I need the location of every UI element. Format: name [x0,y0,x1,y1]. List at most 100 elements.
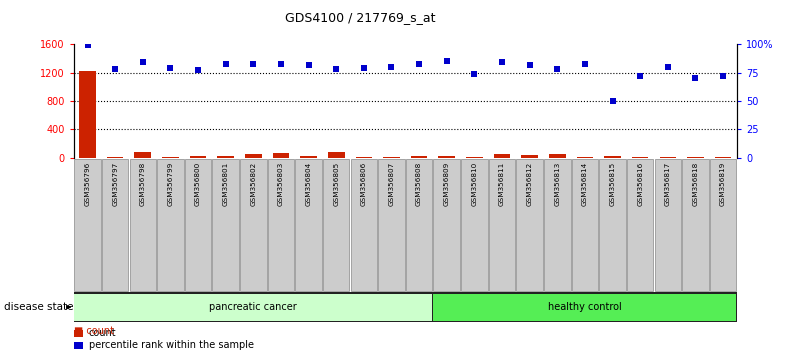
FancyBboxPatch shape [517,159,543,291]
Bar [74,342,83,349]
Text: GSM356818: GSM356818 [693,161,698,206]
FancyBboxPatch shape [627,159,654,291]
Bar [521,155,538,158]
Point [523,62,536,68]
Bar [74,330,83,337]
Point [136,59,149,65]
Text: GSM356815: GSM356815 [610,161,615,206]
Text: GSM356812: GSM356812 [527,161,533,206]
FancyBboxPatch shape [130,159,156,291]
Text: GSM356800: GSM356800 [195,161,201,206]
FancyBboxPatch shape [323,159,349,291]
Point [81,42,94,48]
FancyBboxPatch shape [682,159,709,291]
FancyBboxPatch shape [268,159,294,291]
Text: GSM356806: GSM356806 [361,161,367,206]
Point [551,66,564,72]
Bar [135,152,151,158]
Bar [438,156,455,158]
Text: GSM356813: GSM356813 [554,161,560,206]
Bar [79,71,96,158]
FancyBboxPatch shape [212,159,239,291]
Bar [190,156,207,158]
Bar [272,153,289,158]
FancyBboxPatch shape [185,159,211,291]
FancyBboxPatch shape [74,159,101,291]
Point [357,65,370,71]
Text: percentile rank within the sample: percentile rank within the sample [89,340,254,350]
Bar [687,157,704,158]
Text: healthy control: healthy control [548,302,622,312]
Bar [162,157,179,158]
Bar [433,293,736,321]
FancyBboxPatch shape [378,159,405,291]
FancyBboxPatch shape [710,159,736,291]
FancyBboxPatch shape [351,159,377,291]
Bar [493,154,510,158]
Text: GSM356811: GSM356811 [499,161,505,206]
FancyBboxPatch shape [489,159,515,291]
Bar [659,157,676,158]
Point [330,66,343,72]
Text: GSM356816: GSM356816 [638,161,643,206]
Text: count: count [89,328,116,338]
Text: GSM356798: GSM356798 [140,161,146,206]
Bar [466,157,483,158]
Bar [74,293,433,321]
Bar [411,156,428,158]
Bar [107,157,123,158]
FancyBboxPatch shape [461,159,488,291]
Text: GSM356819: GSM356819 [720,161,726,206]
Point [578,61,591,66]
Bar [217,155,234,158]
Bar [356,157,372,158]
Point [717,73,730,79]
Text: GSM356803: GSM356803 [278,161,284,206]
Point [302,62,315,68]
Point [662,64,674,70]
Text: GSM356808: GSM356808 [417,161,422,206]
Text: GSM356814: GSM356814 [582,161,588,206]
Text: GSM356817: GSM356817 [665,161,670,206]
Text: GSM356796: GSM356796 [85,161,91,206]
Point [634,73,646,79]
Text: ■ count: ■ count [74,326,114,336]
Bar [577,157,594,158]
FancyBboxPatch shape [572,159,598,291]
Bar [245,154,262,158]
Text: GSM356804: GSM356804 [306,161,312,206]
Text: pancreatic cancer: pancreatic cancer [209,302,297,312]
FancyBboxPatch shape [296,159,322,291]
Point [441,58,453,64]
Point [413,61,425,66]
Point [191,68,204,73]
Text: GSM356805: GSM356805 [333,161,339,206]
Point [468,71,481,76]
Point [496,59,509,65]
Bar [328,152,344,158]
Text: GSM356809: GSM356809 [444,161,449,206]
Point [164,65,177,71]
Point [689,75,702,81]
FancyBboxPatch shape [240,159,267,291]
Text: GSM356810: GSM356810 [472,161,477,206]
Point [275,61,288,66]
FancyBboxPatch shape [599,159,626,291]
Bar [549,154,566,158]
Bar [604,156,621,158]
Bar [714,157,731,158]
Text: GSM356801: GSM356801 [223,161,228,206]
FancyBboxPatch shape [157,159,183,291]
FancyBboxPatch shape [102,159,128,291]
Bar [383,157,400,158]
Point [385,64,398,70]
Text: GSM356807: GSM356807 [388,161,394,206]
Text: GSM356799: GSM356799 [167,161,173,206]
Text: GDS4100 / 217769_s_at: GDS4100 / 217769_s_at [285,11,436,24]
Text: GSM356802: GSM356802 [251,161,256,206]
FancyBboxPatch shape [433,159,460,291]
FancyBboxPatch shape [654,159,681,291]
Bar [300,156,317,158]
Point [219,61,232,66]
Bar [632,157,649,158]
